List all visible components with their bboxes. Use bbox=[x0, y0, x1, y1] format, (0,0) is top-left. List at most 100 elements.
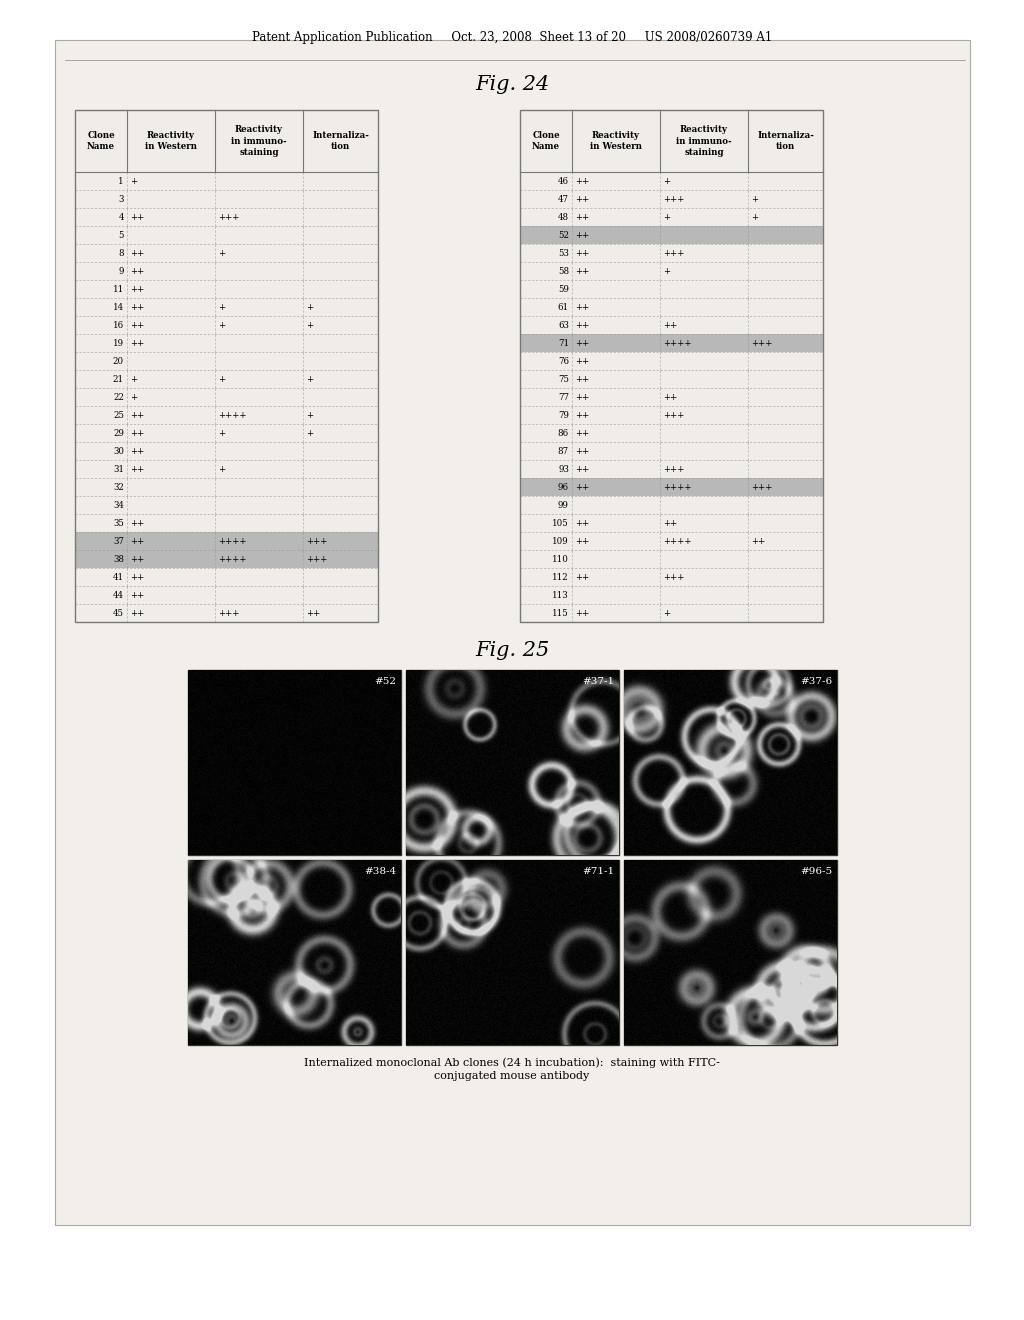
Bar bbox=[624, 861, 837, 1045]
Text: ++: ++ bbox=[575, 392, 589, 401]
Text: ++: ++ bbox=[575, 338, 589, 347]
Text: ++: ++ bbox=[575, 213, 589, 222]
Text: ++: ++ bbox=[130, 590, 144, 599]
Text: Fig. 24: Fig. 24 bbox=[475, 75, 549, 95]
Text: 75: 75 bbox=[558, 375, 569, 384]
Text: ++: ++ bbox=[575, 536, 589, 545]
Text: 14: 14 bbox=[113, 302, 124, 312]
Text: +: + bbox=[218, 321, 225, 330]
Text: ++: ++ bbox=[575, 519, 589, 528]
Text: 11: 11 bbox=[113, 285, 124, 293]
Text: Internaliza-
tion: Internaliza- tion bbox=[757, 131, 814, 150]
Text: ++: ++ bbox=[575, 248, 589, 257]
Text: +: + bbox=[218, 465, 225, 474]
Text: Clone
Name: Clone Name bbox=[87, 131, 115, 150]
Bar bbox=[520, 110, 823, 622]
Text: 3: 3 bbox=[119, 194, 124, 203]
Text: 115: 115 bbox=[552, 609, 569, 618]
Text: +: + bbox=[306, 375, 313, 384]
Text: ++++: ++++ bbox=[218, 536, 247, 545]
Text: #96-5: #96-5 bbox=[801, 867, 833, 876]
Text: +: + bbox=[218, 302, 225, 312]
Text: 105: 105 bbox=[552, 519, 569, 528]
Text: 109: 109 bbox=[552, 536, 569, 545]
Text: ++: ++ bbox=[130, 267, 144, 276]
Text: 46: 46 bbox=[558, 177, 569, 186]
Text: 25: 25 bbox=[113, 411, 124, 420]
Text: +++: +++ bbox=[663, 194, 684, 203]
Text: 38: 38 bbox=[113, 554, 124, 564]
Text: 19: 19 bbox=[113, 338, 124, 347]
Text: 53: 53 bbox=[558, 248, 569, 257]
Bar bbox=[520, 110, 823, 622]
Text: ++: ++ bbox=[130, 213, 144, 222]
Text: +: + bbox=[751, 194, 758, 203]
Text: ++: ++ bbox=[130, 338, 144, 347]
Text: +: + bbox=[218, 429, 225, 437]
Text: ++: ++ bbox=[306, 609, 321, 618]
Text: +: + bbox=[130, 177, 137, 186]
Text: ++: ++ bbox=[751, 536, 765, 545]
Text: ++: ++ bbox=[575, 177, 589, 186]
Text: 58: 58 bbox=[558, 267, 569, 276]
Text: ++: ++ bbox=[130, 285, 144, 293]
Text: +++: +++ bbox=[218, 213, 240, 222]
Text: ++: ++ bbox=[130, 609, 144, 618]
Text: 4: 4 bbox=[119, 213, 124, 222]
Text: Reactivity
in Western: Reactivity in Western bbox=[590, 131, 642, 150]
Text: 99: 99 bbox=[558, 500, 569, 510]
Text: 20: 20 bbox=[113, 356, 124, 366]
Text: +: + bbox=[306, 429, 313, 437]
Text: 32: 32 bbox=[113, 483, 124, 491]
Text: ++: ++ bbox=[130, 446, 144, 455]
Text: 21: 21 bbox=[113, 375, 124, 384]
Text: +++: +++ bbox=[306, 554, 328, 564]
Text: 87: 87 bbox=[558, 446, 569, 455]
Text: +: + bbox=[663, 177, 670, 186]
Text: +++: +++ bbox=[663, 411, 684, 420]
Text: #71-1: #71-1 bbox=[583, 867, 614, 876]
Text: 45: 45 bbox=[113, 609, 124, 618]
Text: 37: 37 bbox=[113, 536, 124, 545]
Text: 22: 22 bbox=[113, 392, 124, 401]
Text: ++++: ++++ bbox=[663, 483, 691, 491]
Bar bbox=[624, 671, 837, 855]
Text: +++: +++ bbox=[663, 465, 684, 474]
Text: 29: 29 bbox=[113, 429, 124, 437]
Text: ++++: ++++ bbox=[218, 411, 247, 420]
Text: ++: ++ bbox=[130, 519, 144, 528]
Text: Reactivity
in immuno-
staining: Reactivity in immuno- staining bbox=[231, 125, 287, 157]
Text: 113: 113 bbox=[552, 590, 569, 599]
Text: ++: ++ bbox=[575, 302, 589, 312]
Bar bbox=[406, 861, 618, 1045]
Bar bbox=[520, 478, 823, 496]
Text: 5: 5 bbox=[119, 231, 124, 239]
Bar bbox=[187, 671, 400, 855]
Text: 30: 30 bbox=[113, 446, 124, 455]
Text: +++: +++ bbox=[663, 248, 684, 257]
Text: Reactivity
in immuno-
staining: Reactivity in immuno- staining bbox=[676, 125, 732, 157]
Text: ++: ++ bbox=[663, 392, 677, 401]
Text: ++: ++ bbox=[575, 321, 589, 330]
Text: #38-4: #38-4 bbox=[365, 867, 396, 876]
Bar bbox=[75, 532, 378, 550]
Text: Reactivity
in Western: Reactivity in Western bbox=[145, 131, 197, 150]
Text: ++: ++ bbox=[663, 321, 677, 330]
Text: 76: 76 bbox=[558, 356, 569, 366]
Text: 16: 16 bbox=[113, 321, 124, 330]
Text: +++: +++ bbox=[218, 609, 240, 618]
Text: +: + bbox=[663, 609, 670, 618]
Text: Internaliza-
tion: Internaliza- tion bbox=[312, 131, 369, 150]
Text: 41: 41 bbox=[113, 573, 124, 582]
Text: ++: ++ bbox=[575, 411, 589, 420]
Text: +: + bbox=[306, 411, 313, 420]
Text: 59: 59 bbox=[558, 285, 569, 293]
Text: 52: 52 bbox=[558, 231, 569, 239]
Text: +: + bbox=[130, 375, 137, 384]
Bar bbox=[520, 334, 823, 352]
Text: ++: ++ bbox=[575, 483, 589, 491]
Text: ++: ++ bbox=[575, 194, 589, 203]
Text: ++++: ++++ bbox=[218, 554, 247, 564]
Text: 93: 93 bbox=[558, 465, 569, 474]
Text: 61: 61 bbox=[558, 302, 569, 312]
